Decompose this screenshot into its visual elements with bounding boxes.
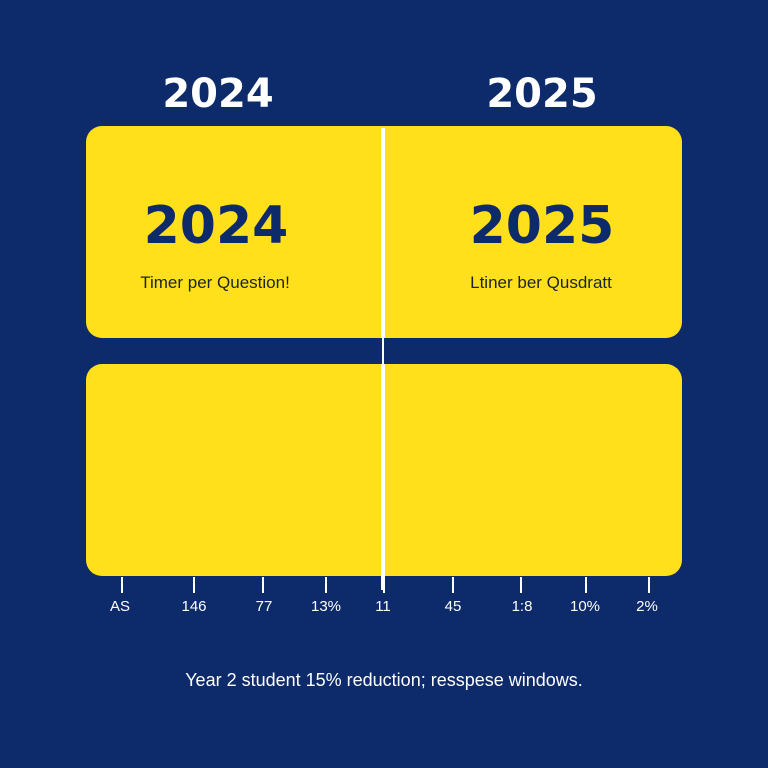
scale-tick-9 [648,577,650,593]
scale-label-7: 1:8 [511,598,533,615]
panel-year-2024: 2024 [143,196,289,256]
year-header-2025: 2025 [486,71,598,117]
panel-caption-2025: Ltiner ber Qusdratt [470,273,612,292]
scale-tick-7 [520,577,522,593]
scale-tick-8 [585,577,587,593]
scale-tick-2 [193,577,195,593]
scale-label-8: 10% [569,598,601,615]
scale-tick-1 [121,577,123,593]
scale-label-2: 146 [181,598,207,615]
scale-label-3: 77 [255,598,273,615]
scale-label-5: 11 [375,598,391,615]
panel-year-2025: 2025 [469,196,615,256]
panel-caption-2024: Timer per Question! [140,273,290,292]
scale-tick-3 [262,577,264,593]
scale-tick-4 [325,577,327,593]
scale-tick-5 [383,577,385,593]
footer-caption: Year 2 student 15% reduction; resspese w… [185,670,583,690]
scale-label-4: 13% [310,598,342,615]
scale-label-6: 45 [444,598,462,615]
year-header-2024: 2024 [162,71,274,117]
scale-tick-6 [452,577,454,593]
scale-label-9: 2% [636,598,658,615]
center-divider-gap-line [382,338,384,364]
scale-label-1: AS [109,598,130,615]
